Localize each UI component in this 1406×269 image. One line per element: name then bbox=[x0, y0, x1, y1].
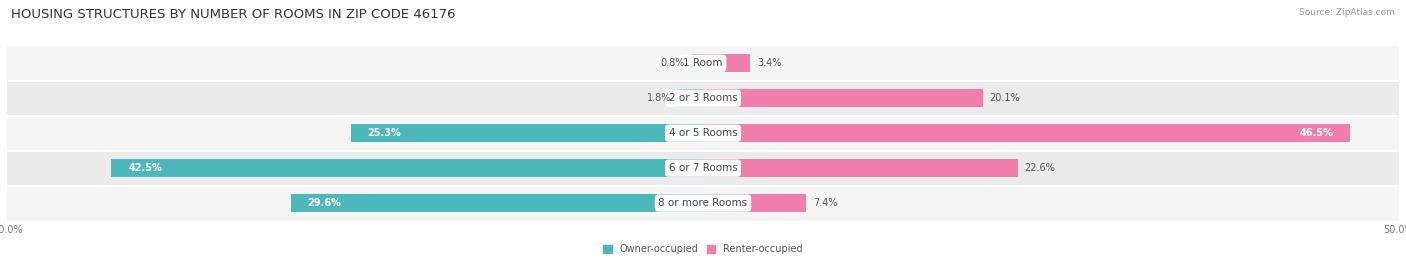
Bar bbox=[703, 89, 983, 107]
Bar bbox=[7, 46, 1399, 81]
Bar bbox=[703, 124, 1350, 142]
Text: 4 or 5 Rooms: 4 or 5 Rooms bbox=[669, 128, 737, 138]
Bar bbox=[352, 124, 703, 142]
Text: 46.5%: 46.5% bbox=[1299, 128, 1333, 138]
Bar bbox=[7, 81, 1399, 116]
Text: 7.4%: 7.4% bbox=[813, 198, 838, 208]
Text: 29.6%: 29.6% bbox=[308, 198, 342, 208]
Bar bbox=[7, 186, 1399, 221]
Text: Source: ZipAtlas.com: Source: ZipAtlas.com bbox=[1299, 8, 1395, 17]
Bar bbox=[291, 194, 703, 212]
Text: 1 Room: 1 Room bbox=[683, 58, 723, 68]
Text: 0.8%: 0.8% bbox=[661, 58, 685, 68]
Bar bbox=[703, 194, 806, 212]
Bar bbox=[692, 54, 703, 72]
Text: 2 or 3 Rooms: 2 or 3 Rooms bbox=[669, 93, 737, 103]
Text: 1.8%: 1.8% bbox=[647, 93, 671, 103]
Text: 25.3%: 25.3% bbox=[367, 128, 401, 138]
Text: 3.4%: 3.4% bbox=[758, 58, 782, 68]
Text: HOUSING STRUCTURES BY NUMBER OF ROOMS IN ZIP CODE 46176: HOUSING STRUCTURES BY NUMBER OF ROOMS IN… bbox=[11, 8, 456, 21]
Bar bbox=[703, 159, 1018, 177]
Bar bbox=[7, 151, 1399, 186]
Bar bbox=[678, 89, 703, 107]
Bar bbox=[111, 159, 703, 177]
Text: 22.6%: 22.6% bbox=[1025, 163, 1056, 173]
Legend: Owner-occupied, Renter-occupied: Owner-occupied, Renter-occupied bbox=[603, 244, 803, 254]
Text: 20.1%: 20.1% bbox=[990, 93, 1021, 103]
Text: 42.5%: 42.5% bbox=[128, 163, 162, 173]
Bar bbox=[7, 116, 1399, 151]
Text: 8 or more Rooms: 8 or more Rooms bbox=[658, 198, 748, 208]
Text: 6 or 7 Rooms: 6 or 7 Rooms bbox=[669, 163, 737, 173]
Bar bbox=[703, 54, 751, 72]
